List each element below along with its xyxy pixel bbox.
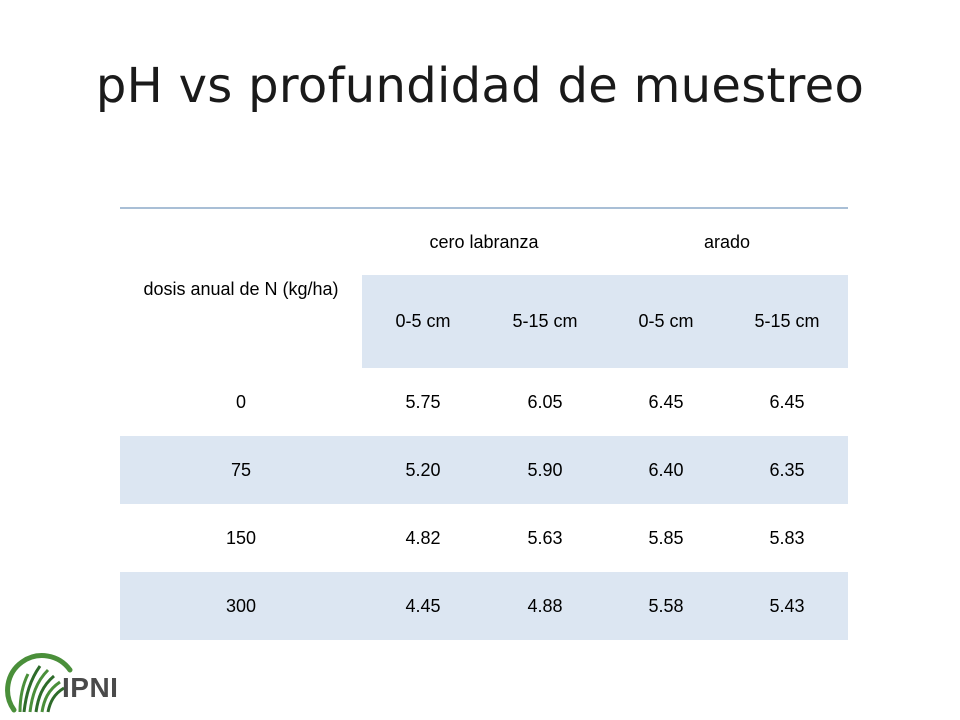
- depth-header: 5-15 cm: [726, 275, 849, 368]
- value-cell: 5.58: [606, 572, 727, 640]
- table-row: 300 4.45 4.88 5.58 5.43: [120, 572, 849, 640]
- table-row: 75 5.20 5.90 6.40 6.35: [120, 436, 849, 504]
- table-row: 0 5.75 6.05 6.45 6.45: [120, 368, 848, 436]
- logo-text: IPNI: [62, 672, 119, 703]
- value-cell: 6.35: [726, 436, 849, 504]
- value-cell: 6.40: [606, 436, 727, 504]
- dosis-cell: 0: [235, 391, 246, 412]
- group-header-arado: arado: [704, 231, 751, 252]
- dosis-cell: 150: [225, 527, 257, 548]
- value-cell: 4.82: [405, 527, 441, 548]
- ph-table: dosis anual de N (kg/ha) cero labranza a…: [120, 207, 849, 640]
- value-cell: 5.75: [405, 391, 441, 412]
- value-cell: 5.63: [527, 527, 563, 548]
- value-cell: 5.43: [726, 572, 849, 640]
- group-header-cero-labranza: cero labranza: [429, 231, 539, 252]
- depth-header: 0-5 cm: [606, 275, 727, 368]
- depth-header: 0-5 cm: [362, 275, 484, 368]
- dosis-header: dosis anual de N (kg/ha): [143, 278, 339, 299]
- ipni-logo-icon: [5, 653, 73, 713]
- table-row: 150 4.82 5.63 5.85 5.83: [120, 504, 848, 572]
- value-cell: 6.45: [769, 391, 805, 412]
- dosis-cell: 300: [120, 572, 362, 640]
- value-cell: 5.85: [648, 527, 684, 548]
- value-cell: 6.05: [527, 391, 563, 412]
- page-title: pH vs profundidad de muestreo: [95, 58, 865, 114]
- depth-header-row: 0-5 cm 5-15 cm 0-5 cm 5-15 cm: [120, 275, 849, 368]
- value-cell: 4.45: [362, 572, 484, 640]
- dosis-cell: 75: [120, 436, 362, 504]
- value-cell: 5.20: [362, 436, 484, 504]
- value-cell: 4.88: [484, 572, 607, 640]
- group-header-row: dosis anual de N (kg/ha) cero labranza a…: [120, 208, 848, 299]
- value-cell: 5.83: [769, 527, 805, 548]
- value-cell: 5.90: [484, 436, 607, 504]
- value-cell: 6.45: [648, 391, 684, 412]
- depth-header: 5-15 cm: [484, 275, 607, 368]
